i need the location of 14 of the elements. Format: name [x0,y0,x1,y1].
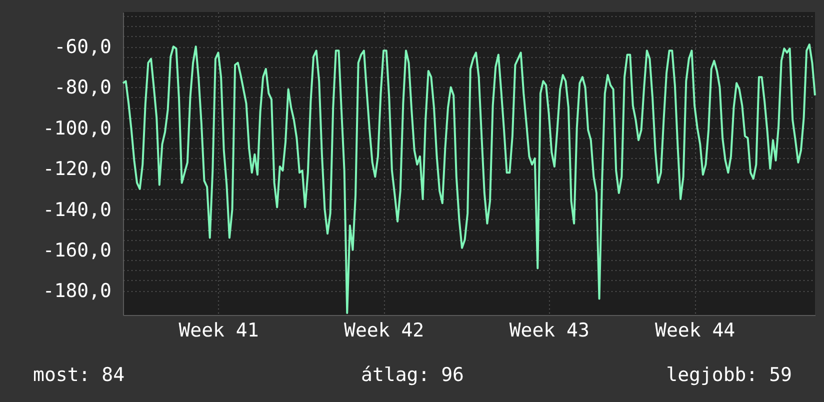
y-tick-label: -120,0 [42,158,112,180]
x-tick-label: Week 42 [344,320,424,342]
x-tick-label: Week 44 [654,320,736,342]
text: most: 84 [33,364,125,386]
x-tick-label: Week 41 [178,320,259,342]
y-tick-label: -180,0 [42,280,112,302]
y-tick-label: -60,0 [54,36,112,58]
y-tick-label: -80,0 [54,76,112,99]
y-tick-label: -160,0 [42,239,112,262]
y-tick-label: -100,0 [42,117,112,140]
x-tick-label: Week 43 [509,320,590,342]
text: legjobb: 59 [666,364,792,386]
y-tick-label: -140,0 [42,198,112,221]
text: átlag: 96 [361,364,464,386]
